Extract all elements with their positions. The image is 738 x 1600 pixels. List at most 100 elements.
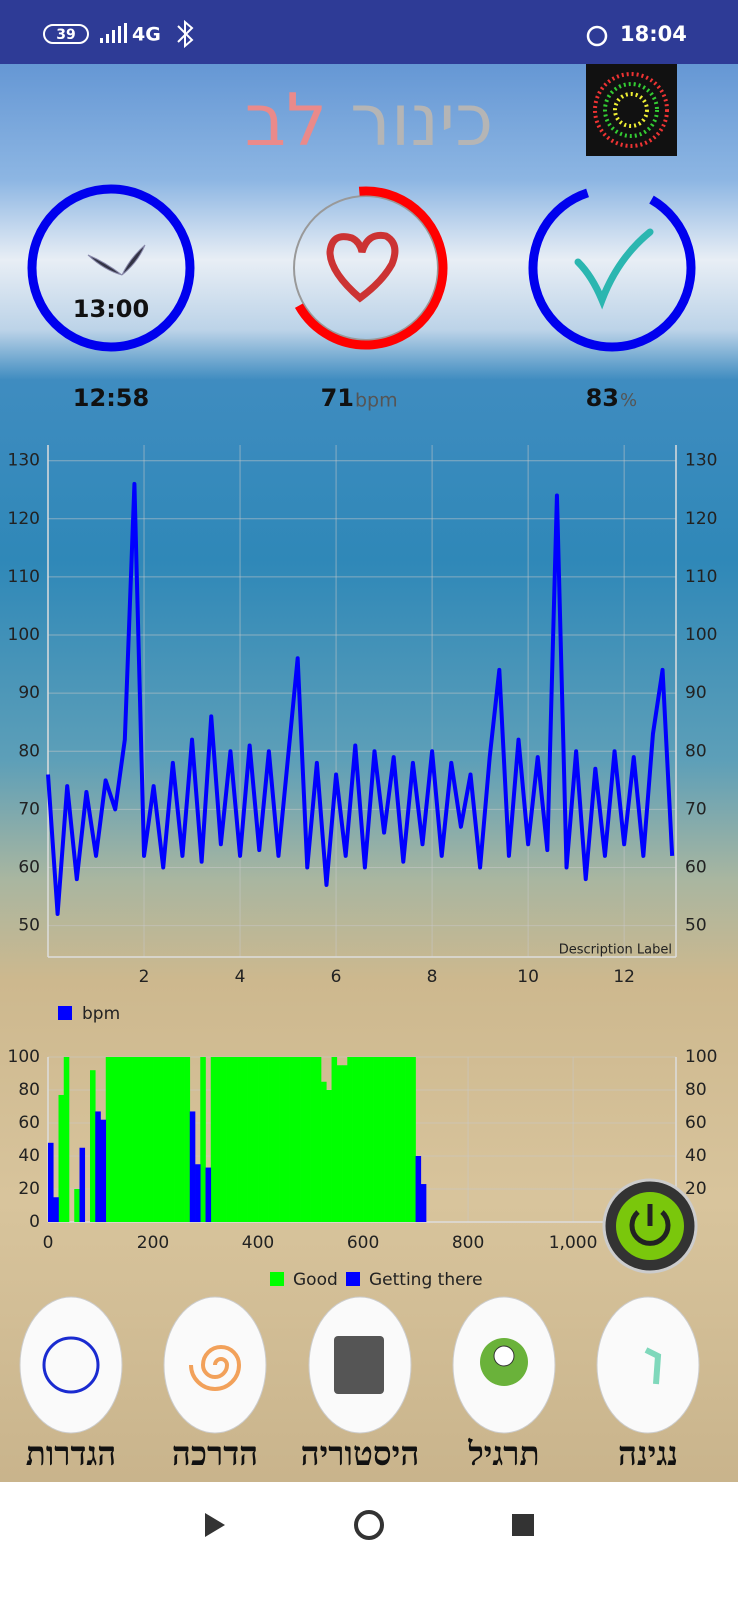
bar <box>126 1057 133 1222</box>
bar <box>420 1184 427 1222</box>
x-tick-label: 800 <box>452 1233 484 1253</box>
bar <box>158 1057 164 1222</box>
logo-ring <box>603 82 659 138</box>
bar <box>53 1197 59 1222</box>
y-tick-label: 60 <box>18 1113 40 1133</box>
bar <box>268 1057 275 1222</box>
bar <box>363 1057 369 1222</box>
legend-swatch <box>58 1006 72 1020</box>
x-tick-label: 600 <box>347 1233 379 1253</box>
bar <box>168 1057 175 1222</box>
bar <box>252 1057 259 1222</box>
line <box>46 481 675 916</box>
bar <box>273 1057 280 1222</box>
heart-gauge-track <box>293 195 439 341</box>
home-button[interactable] <box>354 1510 384 1540</box>
bar <box>263 1057 269 1222</box>
y2-tick-label: 20 <box>685 1179 707 1199</box>
y-tick-label: 110 <box>8 567 40 587</box>
y-tick-label: 130 <box>8 451 40 471</box>
bar <box>336 1065 343 1222</box>
y2-tick-label: 60 <box>685 1113 707 1133</box>
bar <box>315 1057 322 1222</box>
y-tick-label: 60 <box>18 858 40 878</box>
x-tick-label: 400 <box>242 1233 274 1253</box>
check-gauge <box>528 184 696 352</box>
bar <box>63 1057 70 1222</box>
bar <box>121 1057 128 1222</box>
power-icon <box>629 1210 671 1246</box>
bar <box>179 1057 185 1222</box>
bar <box>242 1057 248 1222</box>
y-tick-label: 80 <box>18 741 40 761</box>
legend-label: bpm <box>82 1004 120 1024</box>
settings-button[interactable] <box>19 1296 123 1434</box>
bar <box>331 1057 338 1222</box>
heart-gauge <box>284 186 448 350</box>
bar <box>389 1057 395 1222</box>
button-label: היסטוריה <box>300 1434 420 1473</box>
bar <box>163 1057 170 1222</box>
y-tick-label: 80 <box>18 1080 40 1100</box>
bar <box>342 1065 348 1222</box>
logo-ring <box>613 92 649 128</box>
y2-tick-label: 90 <box>685 683 707 703</box>
button-label: נגינה <box>618 1434 678 1473</box>
clock-gauge-label: 13:00 <box>73 295 149 323</box>
bar <box>205 1167 212 1222</box>
bar <box>279 1057 285 1222</box>
x-tick-label: 1,000 <box>549 1233 598 1253</box>
bar <box>79 1147 86 1222</box>
x-tick-label: 8 <box>427 967 438 987</box>
logo <box>586 64 677 156</box>
bar <box>200 1057 206 1222</box>
description-label: Description Label <box>559 943 672 958</box>
bar <box>221 1057 227 1222</box>
button-label: תרגיל <box>468 1434 540 1473</box>
bar <box>111 1057 117 1222</box>
exercise-icon <box>493 1345 515 1367</box>
bar <box>368 1057 374 1222</box>
y2-tick-label: 50 <box>685 916 707 936</box>
check-value: 83 <box>586 384 619 412</box>
bluetooth-icon <box>177 19 194 49</box>
bar <box>352 1057 359 1222</box>
y2-tick-label: 80 <box>685 1080 707 1100</box>
x-tick-label: 12 <box>613 967 635 987</box>
y2-tick-label: 120 <box>685 509 717 529</box>
recents-button[interactable] <box>512 1514 534 1536</box>
y-tick-label: 100 <box>8 1047 40 1067</box>
app-title: כינור לב <box>0 78 738 162</box>
network-type: 4G <box>132 24 161 46</box>
bar <box>373 1057 380 1222</box>
bar <box>321 1081 327 1222</box>
bar <box>347 1057 353 1222</box>
battery-level: 39 <box>56 27 75 43</box>
bar <box>90 1070 96 1222</box>
play-button[interactable] <box>596 1296 700 1434</box>
bar <box>305 1057 311 1222</box>
check-icon <box>574 228 654 310</box>
bar <box>405 1057 411 1222</box>
x-tick-label: 0 <box>43 1233 54 1253</box>
signal-icon <box>100 23 127 43</box>
heart-rate-value: 71 <box>321 384 354 412</box>
y-tick-label: 70 <box>18 799 40 819</box>
legend-swatch <box>346 1272 360 1286</box>
bar <box>184 1057 191 1222</box>
bar <box>142 1057 149 1222</box>
bar <box>357 1057 364 1222</box>
bar <box>258 1057 264 1222</box>
back-button[interactable] <box>205 1513 225 1537</box>
check-unit: % <box>620 390 637 411</box>
heart-icon <box>326 231 399 303</box>
bar <box>294 1057 301 1222</box>
clock-icon <box>87 244 146 276</box>
bar <box>100 1119 107 1222</box>
y-tick-label: 0 <box>29 1212 40 1232</box>
y2-tick-label: 110 <box>685 567 717 587</box>
y2-tick-label: 130 <box>685 451 717 471</box>
settings-icon <box>42 1336 100 1394</box>
bar <box>137 1057 143 1222</box>
